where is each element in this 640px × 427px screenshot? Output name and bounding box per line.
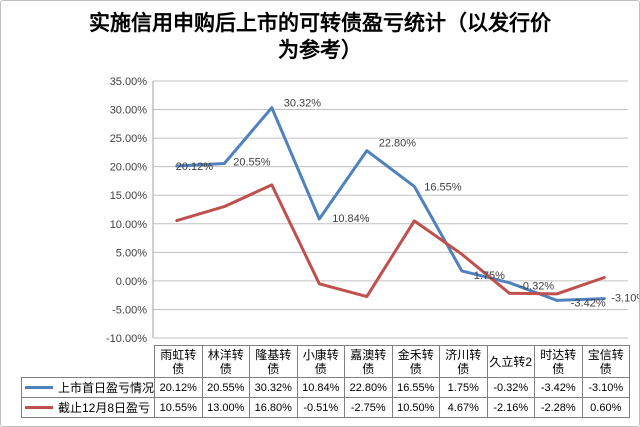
data-label: 20.12% bbox=[176, 161, 214, 173]
category-cell: 小康转债 bbox=[296, 345, 346, 378]
data-table: 雨虹转债 林洋转债 隆基转债 小康转债 嘉澳转债 金禾转债 济川转债 久立转2 时达转债 宝信转债… bbox=[20, 345, 631, 418]
y-axis-tick-label: 15.00% bbox=[110, 190, 148, 202]
series-line-0 bbox=[175, 106, 606, 302]
value-cell: 13.00% bbox=[201, 397, 251, 418]
value-cell: 30.32% bbox=[249, 377, 298, 398]
category-cell: 林洋转债 bbox=[201, 345, 251, 378]
data-label: -0.32% bbox=[519, 281, 554, 293]
value-cell: -2.16% bbox=[486, 397, 536, 418]
data-label: -3.42% bbox=[571, 297, 606, 309]
value-cell: 16.55% bbox=[391, 377, 441, 398]
value-cell: -0.51% bbox=[296, 397, 346, 418]
legend-line-marker-blue bbox=[25, 386, 53, 389]
value-cell: 20.12% bbox=[154, 377, 203, 398]
y-axis-tick-label: 25.00% bbox=[110, 133, 148, 145]
value-cell: 10.50% bbox=[391, 397, 441, 418]
data-label: -3.10% bbox=[611, 293, 640, 305]
y-axis-tick-label: -10.00% bbox=[106, 333, 147, 345]
category-cell: 隆基转债 bbox=[249, 345, 298, 378]
value-cell: 20.55% bbox=[201, 377, 251, 398]
legend-cell-first-day: 上市首日盈亏情况 bbox=[20, 377, 156, 398]
category-cell: 嘉澳转债 bbox=[344, 345, 393, 378]
category-cell: 宝信转债 bbox=[581, 345, 631, 378]
value-cell: 1.75% bbox=[439, 377, 488, 398]
data-label: 30.32% bbox=[284, 98, 322, 110]
y-axis-tick-label: 5.00% bbox=[116, 247, 147, 259]
legend-line-marker-red bbox=[25, 406, 53, 409]
category-cell: 时达转债 bbox=[534, 345, 583, 378]
value-cell: 10.84% bbox=[296, 377, 346, 398]
value-cell: -3.42% bbox=[534, 377, 583, 398]
data-label: 20.55% bbox=[233, 157, 271, 169]
series-row-dec8: 截止12月8日盈亏 10.55% 13.00% 16.80% -0.51% -2.75%… bbox=[20, 397, 631, 418]
data-label: 1.75% bbox=[474, 270, 505, 282]
legend-label-first-day: 上市首日盈亏情况 bbox=[58, 380, 155, 395]
value-cell: -2.28% bbox=[534, 397, 583, 418]
y-axis-tick-label: 0.00% bbox=[116, 276, 147, 288]
y-axis-tick-label: 20.00% bbox=[110, 162, 148, 174]
category-header-row: 雨虹转债 林洋转债 隆基转债 小康转债 嘉澳转债 金禾转债 济川转债 久立转2 时达转债 宝信转债 bbox=[22, 345, 631, 378]
legend-label-dec8: 截止12月8日盈亏 bbox=[58, 400, 151, 415]
y-axis-tick-label: 30.00% bbox=[110, 105, 148, 117]
data-label: 10.84% bbox=[332, 213, 370, 225]
value-cell: 0.60% bbox=[581, 397, 631, 418]
value-cell: 22.80% bbox=[344, 377, 393, 398]
value-cell: -3.10% bbox=[581, 377, 631, 398]
chart-title-line2: 为参考） bbox=[278, 38, 362, 62]
y-axis-tick-label: -5.00% bbox=[112, 304, 147, 316]
value-cell: -0.32% bbox=[486, 377, 536, 398]
data-table-grid: 雨虹转债 林洋转债 隆基转债 小康转债 嘉澳转债 金禾转债 济川转债 久立转2 时达转债 宝信转债… bbox=[20, 345, 631, 418]
legend-cell-dec8: 截止12月8日盈亏 bbox=[20, 397, 156, 418]
table-corner-spacer bbox=[22, 346, 155, 378]
y-axis-tick-label: 10.00% bbox=[110, 219, 148, 231]
value-cell: -2.75% bbox=[344, 397, 393, 418]
category-cell: 济川转债 bbox=[439, 345, 488, 378]
y-axis-tick-label: 35.00% bbox=[110, 76, 148, 88]
value-cell: 4.67% bbox=[439, 397, 488, 418]
data-label: 16.55% bbox=[424, 181, 462, 193]
data-label: 22.80% bbox=[379, 138, 417, 150]
chart-title: 实施信用申购后上市的可转债盈亏统计（以发行价 为参考） bbox=[1, 10, 639, 64]
category-cell: 久立转2 bbox=[486, 345, 536, 378]
category-cell: 雨虹转债 bbox=[154, 345, 203, 378]
chart-title-line1: 实施信用申购后上市的可转债盈亏统计（以发行价 bbox=[89, 11, 551, 35]
value-cell: 10.55% bbox=[154, 397, 203, 418]
series-row-first-day: 上市首日盈亏情况 20.12% 20.55% 30.32% 10.84% 22.80% 1… bbox=[20, 377, 631, 398]
category-cell: 金禾转债 bbox=[391, 345, 441, 378]
value-cell: 16.80% bbox=[249, 397, 298, 418]
series-line-1 bbox=[175, 183, 606, 299]
